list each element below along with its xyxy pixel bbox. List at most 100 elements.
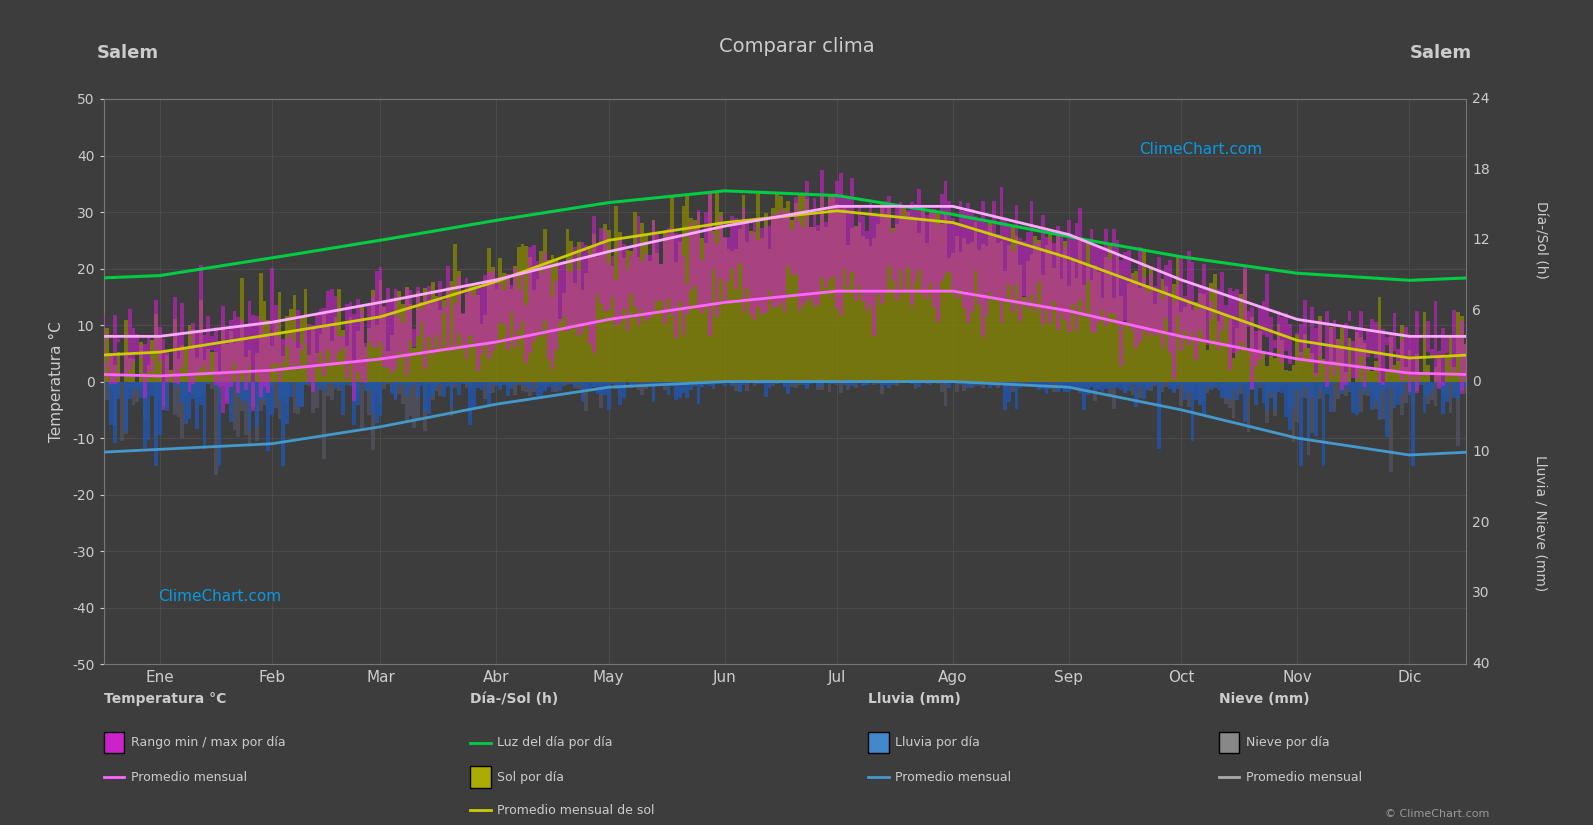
Bar (652, 381, 655, 389)
Bar (199, 300, 202, 381)
Bar (640, 381, 644, 383)
Text: © ClimeChart.com: © ClimeChart.com (1384, 808, 1489, 818)
Bar (1082, 240, 1086, 317)
Bar (180, 303, 185, 366)
Bar (637, 257, 640, 381)
Bar (1126, 283, 1131, 381)
Bar (191, 381, 196, 393)
Bar (712, 231, 715, 381)
Bar (948, 201, 951, 272)
Bar (483, 275, 487, 344)
Bar (143, 381, 147, 448)
Bar (1164, 286, 1168, 381)
Bar (652, 221, 655, 314)
Bar (457, 276, 460, 334)
Bar (427, 381, 432, 384)
Bar (1265, 381, 1270, 422)
Bar (1281, 381, 1284, 386)
Bar (965, 381, 970, 386)
Bar (1381, 381, 1384, 419)
Bar (507, 274, 510, 381)
Bar (494, 381, 499, 386)
Bar (419, 310, 424, 322)
Bar (202, 361, 207, 381)
Bar (225, 331, 229, 404)
Bar (585, 272, 588, 381)
Bar (1048, 233, 1051, 381)
Text: Promedio mensual: Promedio mensual (131, 771, 247, 784)
Bar (707, 381, 712, 386)
Bar (502, 272, 507, 381)
Bar (218, 381, 221, 403)
Bar (105, 328, 110, 381)
Bar (1378, 297, 1381, 381)
Bar (1389, 337, 1392, 381)
Bar (1109, 258, 1112, 313)
Bar (1045, 381, 1048, 394)
Bar (734, 381, 738, 391)
Bar (596, 257, 599, 381)
Bar (1101, 249, 1104, 310)
Bar (1098, 248, 1101, 323)
Bar (801, 381, 804, 385)
Bar (970, 242, 973, 381)
Bar (959, 381, 962, 385)
Bar (1063, 242, 1067, 381)
Bar (1311, 307, 1314, 363)
Bar (296, 310, 299, 368)
Bar (1098, 272, 1101, 381)
Bar (311, 325, 315, 392)
Bar (790, 230, 793, 276)
Bar (984, 381, 989, 384)
Bar (674, 381, 679, 400)
Bar (757, 381, 760, 384)
Bar (349, 317, 352, 381)
Bar (263, 334, 266, 387)
Bar (798, 222, 801, 311)
Bar (293, 381, 296, 383)
Bar (741, 208, 746, 312)
Bar (413, 348, 416, 381)
Bar (1400, 340, 1403, 381)
Bar (543, 229, 546, 381)
Bar (487, 271, 491, 359)
Bar (241, 381, 244, 411)
Bar (1426, 381, 1431, 395)
Bar (277, 337, 282, 382)
Bar (127, 381, 132, 399)
Bar (977, 381, 981, 386)
Bar (835, 182, 840, 309)
Bar (1029, 381, 1034, 388)
Bar (996, 233, 1000, 298)
Bar (188, 346, 191, 392)
Bar (1078, 238, 1082, 381)
Text: Día-/Sol (h): Día-/Sol (h) (1534, 201, 1547, 279)
Text: Lluvia / Nieve (mm): Lluvia / Nieve (mm) (1534, 455, 1547, 591)
Bar (1026, 261, 1029, 381)
Bar (1078, 381, 1082, 389)
Bar (588, 381, 593, 389)
Bar (102, 314, 105, 378)
Bar (718, 215, 723, 279)
Bar (674, 262, 679, 381)
Bar (196, 381, 199, 403)
Bar (854, 381, 857, 388)
Bar (346, 304, 349, 379)
Bar (293, 295, 296, 381)
Bar (910, 381, 914, 384)
Bar (1292, 381, 1295, 442)
Bar (1104, 257, 1109, 381)
Bar (573, 283, 577, 381)
Bar (502, 381, 507, 385)
Bar (585, 381, 588, 411)
Bar (652, 220, 655, 381)
Bar (341, 336, 346, 348)
Bar (346, 381, 349, 385)
Bar (158, 338, 161, 381)
Bar (1012, 381, 1015, 385)
Bar (207, 348, 210, 381)
Bar (1134, 381, 1137, 407)
Bar (1287, 371, 1292, 381)
Bar (629, 252, 632, 381)
Bar (311, 381, 315, 383)
